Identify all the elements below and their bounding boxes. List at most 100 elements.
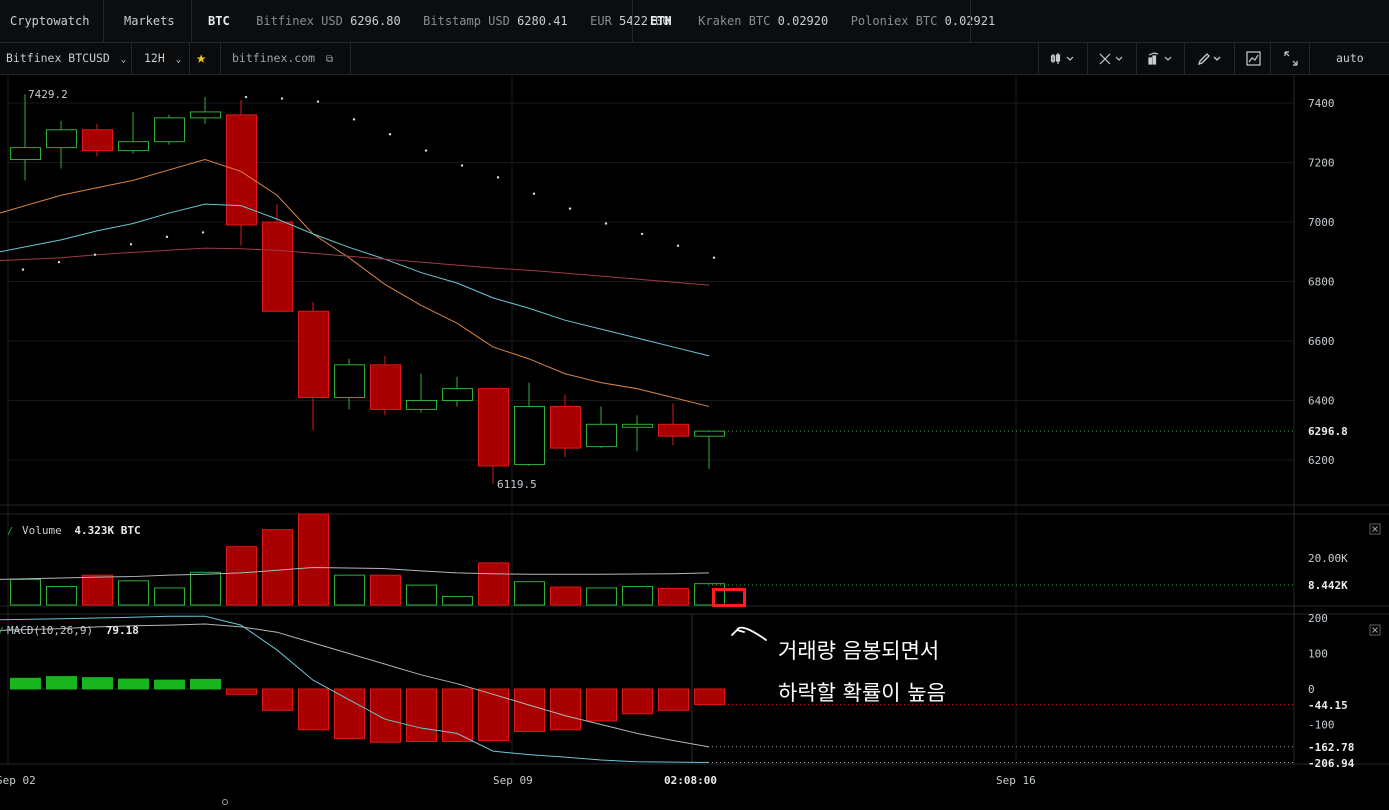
external-link-icon: ⧉ — [326, 54, 334, 65]
period-selector[interactable]: 12H ⌄ — [144, 43, 181, 74]
macd-histogram-bar — [10, 677, 41, 690]
macd-level-label: -44.15 — [1308, 699, 1348, 712]
macd-panel — [0, 615, 1294, 763]
annotation-line-1: 거래량 음봉되면서 — [778, 639, 940, 663]
divider — [131, 43, 132, 74]
scale-mode-toggle[interactable]: auto — [1336, 51, 1364, 65]
candle — [190, 97, 221, 124]
macd-histogram-bar — [478, 688, 509, 741]
volume-average-line — [0, 566, 710, 580]
ticker-name: EUR — [590, 14, 612, 28]
candle-body — [82, 129, 113, 152]
volume-bar — [514, 581, 545, 606]
volume-bar — [10, 578, 41, 606]
ticker-group-eth[interactable]: ETH Kraken BTC 0.02920 Poloniex BTC 0.02… — [650, 0, 995, 42]
ticker-group-btc[interactable]: BTC Bitfinex USD 6296.80 Bitstamp USD 62… — [208, 0, 670, 42]
candle — [334, 358, 365, 410]
scroll-handle[interactable] — [222, 799, 228, 805]
close-panel-icon[interactable] — [1369, 624, 1381, 636]
exchange-link[interactable]: bitfinex.com ⧉ — [232, 43, 333, 74]
volume-bar — [46, 586, 77, 606]
ticker-value: 5422.00 — [619, 14, 670, 28]
candle — [154, 114, 185, 145]
macd-value: 79.18 — [106, 624, 139, 637]
ticker-name: Kraken BTC — [698, 14, 771, 28]
candles-icon[interactable] — [1050, 43, 1076, 74]
time-axis-label: Sep 16 — [996, 774, 1036, 787]
ticker-group-key: BTC — [208, 14, 230, 28]
ticker-name: Poloniex BTC — [850, 14, 938, 28]
divider — [1270, 43, 1271, 74]
candle-body — [478, 388, 509, 467]
pencil-icon[interactable] — [1196, 43, 1224, 74]
market-selector[interactable]: Bitfinex BTCUSD ⌄ — [6, 43, 126, 74]
divider — [220, 43, 221, 74]
candle — [694, 430, 725, 469]
candle-body — [298, 310, 329, 399]
macd-histogram-bar — [550, 688, 581, 731]
chart-screenshot-icon[interactable] — [1245, 43, 1263, 74]
ticker-value: 6296.80 — [350, 14, 401, 28]
moving-average-line — [0, 203, 710, 357]
macd-histogram-bar — [118, 678, 149, 690]
brand-link[interactable]: Cryptowatch — [10, 14, 90, 28]
period-selector-label: 12H — [144, 51, 165, 65]
top-navigation-bar: Cryptowatch Markets BTC Bitfinex USD 629… — [0, 0, 1389, 43]
price-axis-tick: 6800 — [1308, 276, 1335, 289]
sar-dot — [57, 260, 61, 264]
sar-dot — [460, 164, 464, 167]
divider — [1038, 43, 1039, 74]
exchange-link-label: bitfinex.com — [232, 51, 316, 65]
candle — [550, 394, 581, 458]
indicators-icon[interactable] — [1147, 43, 1175, 74]
candle-body — [622, 423, 653, 428]
volume-bar — [190, 571, 221, 606]
ticker-value: 0.02921 — [945, 14, 996, 28]
sar-dot — [712, 256, 716, 259]
candle — [82, 123, 113, 157]
macd-axis-tick: 100 — [1308, 648, 1328, 661]
crosshair-icon[interactable] — [1098, 43, 1126, 74]
candle-body — [118, 141, 149, 152]
volume-bar — [694, 583, 725, 606]
cursor-time-label: 02:08:00 — [664, 774, 717, 787]
ticker-name: Bitstamp USD — [423, 14, 510, 28]
divider — [632, 0, 633, 42]
highlight-box — [712, 588, 746, 607]
favorite-star-icon[interactable]: ★ — [196, 48, 207, 68]
macd-histogram-bar — [370, 688, 401, 743]
macd-title: MACD(10,26,9) 79.18 — [7, 624, 139, 637]
time-axis-label: Sep 02 — [0, 774, 36, 787]
sar-dot — [244, 95, 248, 99]
price-axis-tick: 6400 — [1308, 395, 1335, 408]
price-axis: 6200 6400 6600 6800 7000 7200 7400 — [1308, 97, 1335, 467]
macd-histogram-bar — [694, 688, 725, 706]
macd-histogram-bar — [226, 688, 257, 695]
macd-level-label: -162.78 — [1308, 741, 1354, 754]
sar-dot — [316, 100, 320, 103]
time-axis-label: Sep 09 — [493, 774, 533, 787]
candle — [406, 373, 437, 413]
annotation-arrow — [731, 626, 767, 641]
macd-histogram-bar — [154, 679, 185, 690]
divider — [1087, 43, 1088, 74]
candle-body — [514, 405, 545, 465]
annotation-line-2: 하락할 확률이 높음 — [778, 681, 946, 705]
candle — [226, 100, 257, 246]
volume-bar — [622, 586, 653, 606]
price-axis-tick: 6200 — [1308, 454, 1335, 467]
candle-body — [442, 388, 473, 402]
candle — [10, 94, 41, 181]
macd-axis-tick: 200 — [1308, 612, 1328, 625]
volume-bar — [478, 562, 509, 606]
volume-bar — [586, 587, 617, 606]
markets-link[interactable]: Markets — [124, 14, 175, 28]
macd-histogram-bar — [298, 688, 329, 731]
moving-average-line — [0, 159, 710, 407]
fullscreen-icon[interactable] — [1283, 43, 1299, 74]
close-panel-icon[interactable] — [1369, 523, 1381, 535]
chart-canvas[interactable]: 6200 6400 6600 6800 7000 7200 7400 7429.2 6119… — [0, 75, 1389, 810]
sar-dot — [21, 268, 25, 271]
sar-dot — [280, 97, 284, 100]
candle-body — [226, 114, 257, 226]
